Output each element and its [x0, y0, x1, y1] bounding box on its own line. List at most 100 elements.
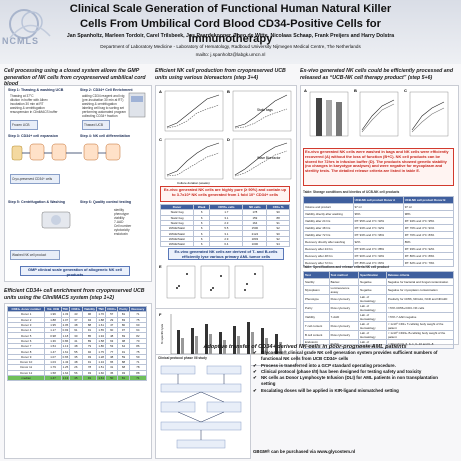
table-cell: >70% CD56+/CD3- NK cells	[385, 303, 455, 313]
table-row: Recovery after 24 hrs RT: 93% and 4°C: 88…	[303, 245, 455, 253]
thawed-ucb-box: Thawed UCB	[82, 120, 110, 130]
table-row: Volume end product 97 ml 97 ml	[303, 203, 455, 211]
table-cell: T cell content	[303, 321, 330, 331]
table-row: T cell content Flow cytometry Lab. of Hema…	[303, 321, 455, 331]
table-cell: Viability after 72 hrs	[303, 231, 354, 239]
note: labeling cell bag to sorting set	[82, 106, 124, 110]
table-cell: Recovery directly after washing	[303, 238, 354, 246]
cytotoxicity-callout: Ex-vivo generated NK cells are derived o…	[168, 248, 284, 260]
release-callout: Ex-vivo generated NK cells were washed i…	[303, 148, 454, 186]
qc-item: phenotype	[114, 212, 129, 216]
table-cell: Phenotype	[303, 294, 330, 304]
table-cell: Endotoxin content	[303, 339, 330, 349]
table-cell: RT: 95% and 4°C: 93%	[352, 217, 404, 225]
fig-label-c: C	[159, 137, 162, 142]
table-cell: Test method	[328, 271, 360, 279]
department: Department of Laboratory Medicine - Labo…	[100, 44, 361, 49]
table-cell	[303, 196, 354, 204]
legend-static: Static bags	[257, 108, 273, 112]
table-header-row: Donor Week CD56+ cells NK cells CD3+ %	[159, 203, 290, 211]
table-cell: median	[6, 374, 46, 382]
qc-item: cytotoxicity	[114, 228, 130, 232]
column-header: CD34+	[104, 305, 119, 313]
table-cell: 89%	[402, 238, 455, 246]
step1-label: Step 1: Thawing & washing UCB	[8, 88, 64, 92]
release-criteria-table: Test Test method Specification Release crit…	[303, 271, 455, 349]
step6-label: Step 6: Quality control testing	[80, 200, 132, 204]
table-cell: Negative	[358, 278, 387, 286]
table-cell: 6.4	[209, 241, 244, 248]
table-cell: RT: 62% and 4°C: 79%	[402, 259, 455, 267]
middle-section-title: Efficient NK cell production from cryopr…	[155, 68, 286, 81]
table-row: WAVE/Static 6 3.1 2124 90	[159, 230, 290, 237]
table-cell: Recovery after 24 hrs	[303, 245, 354, 253]
header-banner: NCMLS Clinical Scale Generation of Funct…	[0, 0, 461, 64]
table-cell: Viability directly after washing	[303, 210, 354, 218]
table-cell: 97 ml	[402, 203, 455, 211]
bioreactor-table: Donor Week CD56+ cells NK cells CD3+ % Static…	[159, 203, 290, 248]
table-header-row: CD34+ donor number Vol. UCB TNC CD34+ Viabil…	[6, 305, 148, 313]
table-row: Endotoxin content ELISA Lab. of Hematology…	[303, 339, 455, 349]
table-cell: UCB-NK cell product Donor B	[402, 196, 455, 204]
step3-label: Step 3: CD34+ cell expansion	[8, 134, 59, 138]
x-axis-label: Culture duration (weeks)	[177, 181, 210, 185]
note: incubation 30 min at RT	[10, 102, 44, 106]
table-cell: 1.13	[60, 374, 71, 382]
note: washing & centrifugation	[82, 102, 117, 106]
table-row: Donor 4 1.17 0.93 91 91 1.55 60 97 64	[6, 327, 148, 334]
table2-title: Table: Specifications and release criter…	[303, 265, 390, 269]
table-cell: RT: 90% and 4°C: 90%	[352, 252, 404, 260]
frozen-ucb-box: Frozen UCB	[10, 120, 38, 130]
footer-text[interactable]: GBGM® can be purchased via www.glycostem…	[253, 449, 356, 454]
left-section-title: Cell processing using a closed system al…	[4, 68, 146, 87]
table-cell: Flow cytometry	[328, 330, 360, 340]
y-axis-label: % specific lysis	[160, 323, 164, 344]
column-header: Vol. UCB	[44, 305, 62, 313]
culture-scheme	[11, 143, 121, 161]
cytotoxicity-bar-chart: F % specific lysis	[159, 312, 289, 355]
table-cell: 96%	[352, 210, 404, 218]
table-cell: RT: 93% and 4°C: 88%	[352, 245, 404, 253]
table-cell: WAVE/Static	[159, 241, 195, 248]
table-cell: 94	[266, 241, 290, 248]
table-cell: Lab. of Hematology	[358, 312, 387, 322]
table-cell: Negative	[358, 285, 387, 295]
box-label: Thawed UCB	[84, 123, 103, 127]
qc-item: Cell number	[114, 224, 132, 228]
centrifuge-icon	[41, 211, 71, 229]
column-header: CD34+	[69, 305, 83, 313]
box-label: Cryo-preserved CD34+ cells	[12, 177, 53, 181]
table-cell: Positivity for CD56, NKG2A, NCR and NKG2…	[385, 294, 455, 304]
table-row: WAVE/Static 6 6.4 1000 94	[159, 241, 290, 248]
step5-label: Step 5: Centrifugation & Washing	[8, 200, 65, 204]
cryo-cd34-box: Cryo-preserved CD34+ cells	[10, 174, 60, 184]
table-cell: Flow cytometry	[328, 294, 360, 304]
conclusion-item: Clinical protocol (phase I/II) has been …	[253, 369, 453, 376]
step2-notes: adding CD34 reagent and Ivig (pre-incuba…	[82, 94, 127, 118]
table-row: Phenotype Flow cytometry Lab. of Hematolog…	[303, 294, 455, 304]
table-row: Static bag 6 3.1 159 88	[159, 214, 290, 221]
table-row: UCB-NK cell product Donor A UCB-NK cell p…	[303, 196, 455, 204]
table-cell: Bactec	[328, 278, 360, 286]
conclusion-list: Glycostem® clinical grade NK cell genera…	[253, 350, 453, 394]
storage-table: UCB-NK cell product Donor A UCB-NK cell p…	[303, 196, 455, 267]
table-cell: RT: 94% and 4°C: 95%	[402, 217, 455, 225]
column-header: Purity	[117, 305, 130, 313]
column-header: Viability	[81, 305, 98, 313]
table-cell: 91	[81, 374, 98, 382]
table-cell: 6	[193, 241, 211, 248]
table-row: Recovery after 72 hrs RT: 85% and 4°C: 83…	[303, 259, 455, 267]
qc-item: sterility	[114, 208, 124, 212]
table-row: Recovery directly after washing 92% 89%	[303, 238, 455, 246]
step4-label: Step 4: NK cell differentiation	[80, 134, 131, 138]
contact-mail[interactable]: mailto: j.spanholtz@labgk.umcn.nl	[195, 52, 266, 57]
table-cell: 7-AAD	[328, 312, 360, 322]
table-cell: Purity	[303, 303, 330, 313]
table-cell: 92%	[352, 238, 404, 246]
box-label: Washed NK cell product	[12, 253, 47, 257]
table-cell: RT: 93% and 4°C: 96%	[352, 231, 404, 239]
table-cell: 1000	[242, 241, 268, 248]
table-row: Sterility Bactec Negative Negative for bact…	[303, 278, 455, 286]
bottom-section-title: Adoptive transfer of CD34+ derived NK ce…	[203, 344, 407, 350]
